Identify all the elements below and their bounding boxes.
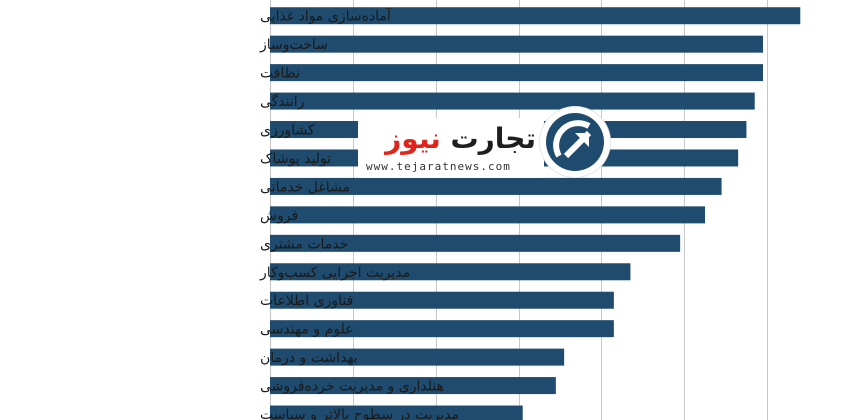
bar: [270, 206, 705, 224]
bar: [270, 7, 801, 25]
logo-wordmark: تجارت نیوز: [385, 122, 536, 156]
category-label: بهداشت و درمان: [260, 350, 358, 366]
bar: [270, 291, 614, 309]
bar: [270, 64, 763, 82]
bar: [270, 263, 631, 281]
category-label: فروش: [260, 208, 298, 224]
bar: [270, 320, 614, 338]
category-label: تولید پوشاک: [260, 151, 331, 167]
bar: [270, 348, 565, 366]
watermark-logo: تجارت نیوز www.tejaratnews.com: [352, 106, 610, 182]
chart-category-labels: آماده‌سازی مواد غذایی ساخت‌وساز نظافت رانند…: [259, 8, 459, 420]
bar: [270, 35, 763, 53]
logo-emblem-icon: [540, 107, 610, 177]
category-label: علوم و مهندسی: [260, 322, 353, 338]
category-label: آماده‌سازی مواد غذایی: [260, 8, 392, 25]
logo-url: www.tejaratnews.com: [366, 160, 511, 173]
logo-word-2: نیوز: [385, 122, 441, 155]
logo-text-box: تجارت نیوز www.tejaratnews.com: [358, 118, 544, 178]
category-label: نظافت: [260, 66, 300, 82]
logo-word-1: تجارت: [450, 122, 536, 155]
bar: [270, 405, 523, 420]
category-label: ساخت‌وساز: [259, 37, 328, 53]
category-label: رانندگی: [260, 93, 304, 110]
bar: [270, 177, 722, 195]
category-label: مشاغل خدماتی: [260, 179, 350, 195]
bar: [270, 92, 755, 110]
category-label: کشاورزی: [260, 123, 315, 139]
bar: [270, 234, 681, 252]
category-label: فناوری اطلاعات: [260, 293, 353, 309]
category-label: خدمات مشتری: [260, 236, 348, 252]
category-label: مدیریت اجرایی کسب‌وکار: [259, 265, 410, 281]
bar: [270, 377, 556, 395]
category-label: هتلداری و مدیریت خرده‌فروشی: [260, 379, 444, 395]
category-label: مدیریت در سطوح بالاتر و سیاست: [260, 407, 459, 420]
